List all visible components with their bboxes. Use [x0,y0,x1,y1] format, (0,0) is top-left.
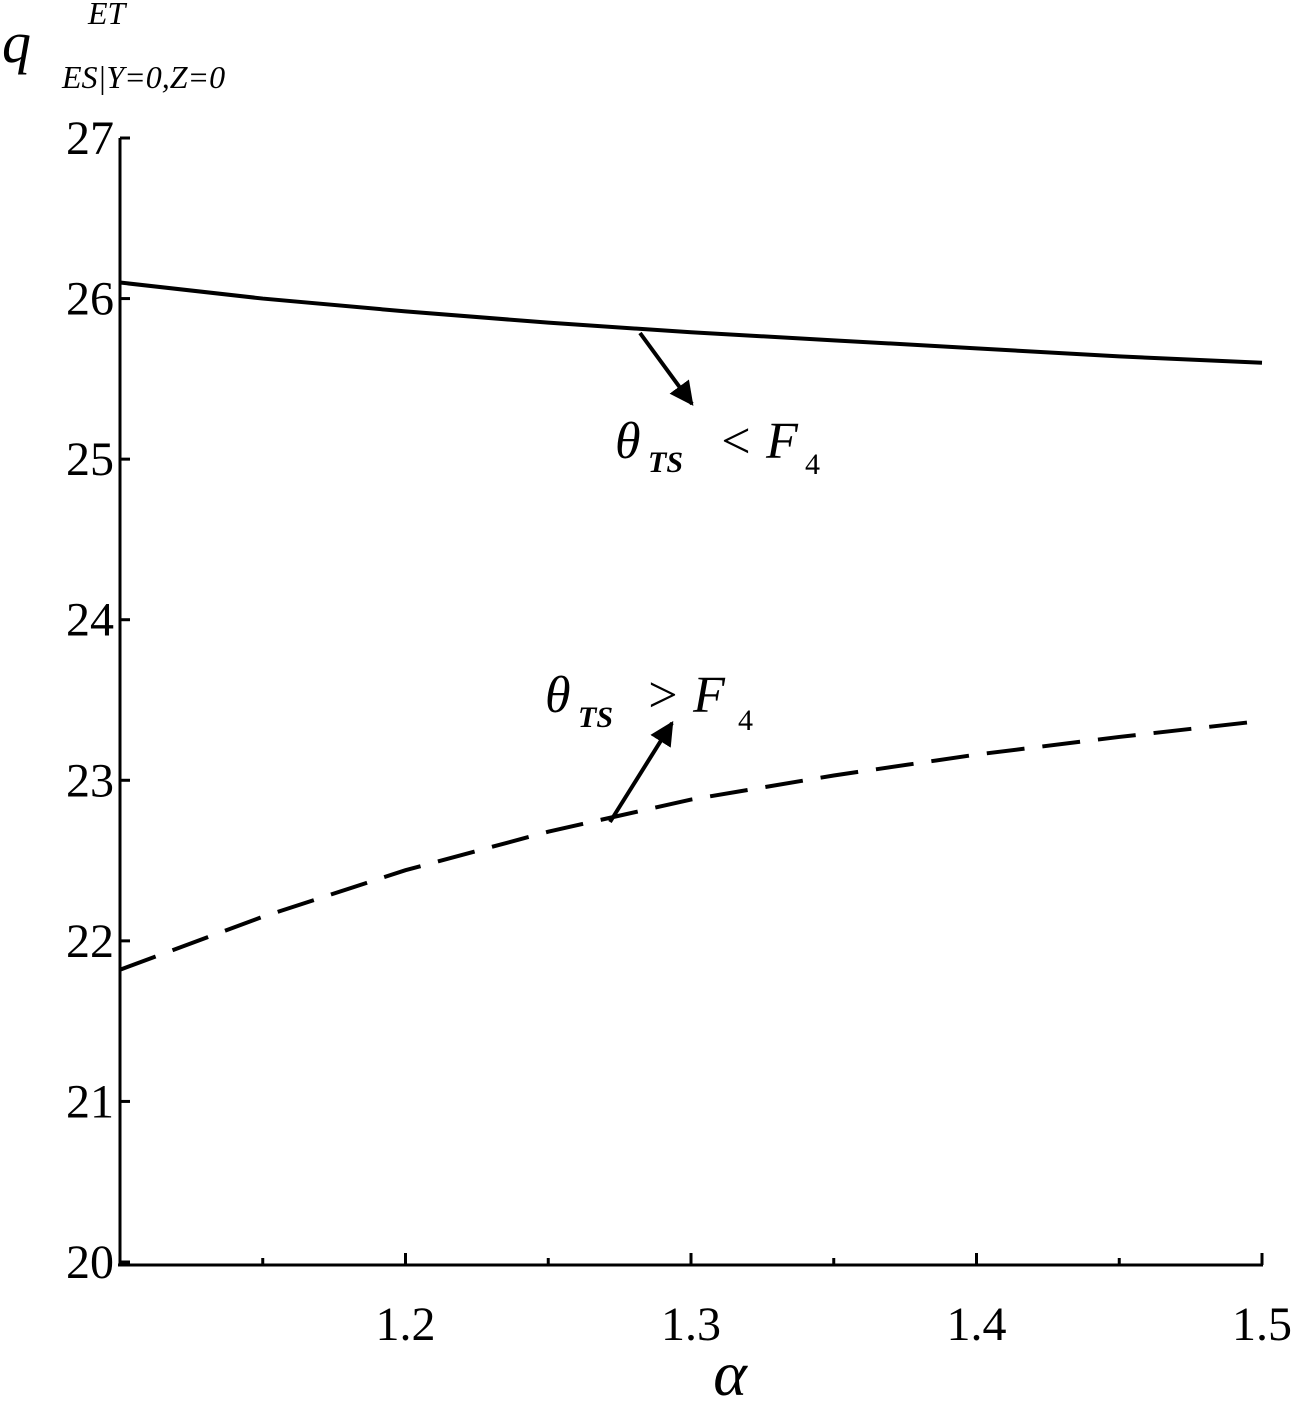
y-tick-label: 20 [66,1236,114,1289]
x-tick-label: 1.4 [947,1298,1007,1351]
arrow [608,720,674,824]
annotation: θ TS > F 4 [545,667,753,824]
annotation-sub: 4 [738,704,753,737]
x-tick-label: 1.2 [376,1298,436,1351]
annotation: θ TS < F 4 [615,331,820,481]
y-label-sub: ES|Y=0,Z=0 [61,59,225,95]
y-label-sup: ET [87,0,128,31]
y-tick-label: 23 [66,754,114,807]
line-series [119,718,1263,972]
y-label-base: q [2,10,31,75]
annotation-relation: < F [718,413,799,470]
y-tick-label: 21 [66,1075,114,1128]
annotation-symbol: θ [545,667,571,724]
x-label: α [713,1338,748,1404]
line-series [119,280,1263,365]
annotation-sub: TS [648,446,683,479]
annotation-relation: > F [645,667,726,724]
y-tick-label: 26 [66,273,114,326]
y-tick-label: 24 [66,594,114,647]
annotation-sub: 4 [805,448,820,481]
y-tick-label: 27 [66,112,114,165]
x-tick-label: 1.5 [1232,1298,1292,1351]
annotation-symbol: θ [615,413,641,470]
annotation-sub: TS [578,701,613,734]
y-tick-label: 22 [66,915,114,968]
x-tick-label: 1.3 [661,1298,721,1351]
arrow [638,331,694,406]
y-tick-label: 25 [66,433,114,486]
